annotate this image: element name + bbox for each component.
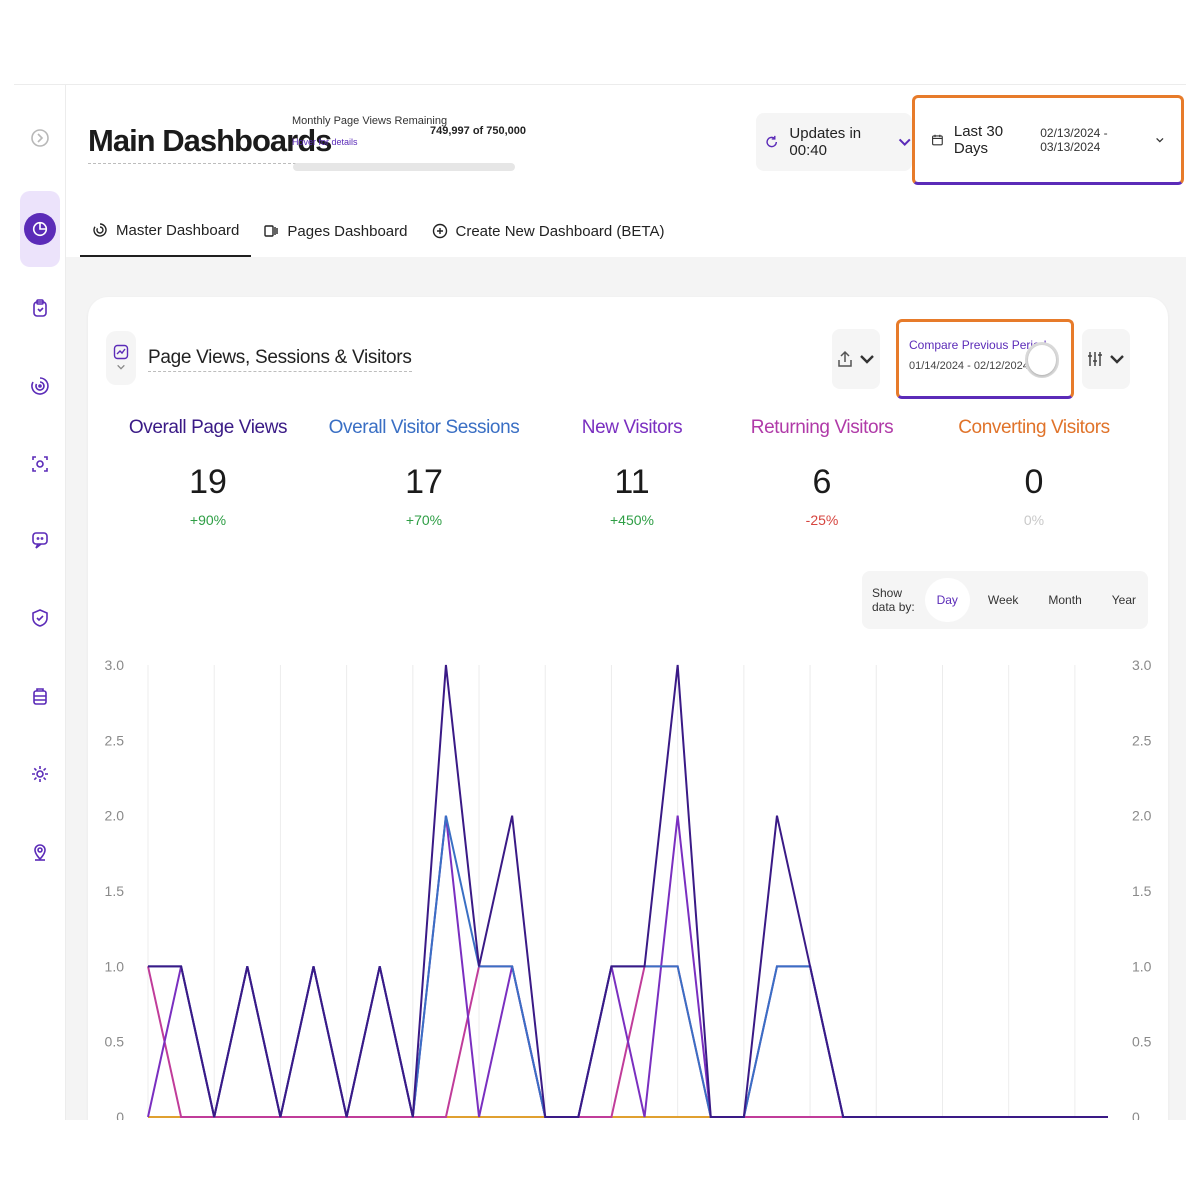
chevron-down-icon [860, 355, 874, 364]
updates-label: Updates in 00:40 [789, 125, 862, 159]
widget-title: Page Views, Sessions & Visitors [148, 347, 412, 372]
page-title: Main Dashboards [88, 123, 332, 164]
export-button[interactable] [832, 329, 880, 389]
dashboard-content: Page Views, Sessions & Visitors Compare … [66, 257, 1186, 1120]
widget-type-selector[interactable] [106, 331, 136, 385]
sidebar [14, 85, 66, 1120]
pages-icon [264, 225, 279, 237]
date-range-picker[interactable]: Last 30 Days 02/13/2024 - 03/13/2024 [912, 95, 1184, 185]
y-tick-label-left: 2.0 [105, 808, 125, 824]
period-year-button[interactable]: Year [1111, 593, 1136, 607]
share-icon [838, 350, 852, 367]
compare-toggle[interactable] [1025, 342, 1059, 378]
metric-visitor-sessions: Overall Visitor Sessions 17 +70% [324, 417, 524, 528]
chevron-down-icon [898, 138, 911, 147]
metric-change: +70% [405, 512, 443, 528]
line-chart: 3.0 3.0 2.5 2.5 2.0 2.0 1.5 1.5 1.0 1.0 0.5 0.5 0 0 [105, 657, 1152, 1120]
gear-icon[interactable] [21, 755, 59, 793]
y-tick-label-right: 2.0 [1132, 808, 1152, 824]
calendar-icon [932, 134, 943, 146]
quota-progress-bar [293, 163, 515, 171]
compare-label: Compare Previous Period [909, 338, 1047, 352]
y-tick-label-right: 3.0 [1132, 657, 1152, 673]
tab-pages-dashboard[interactable]: Pages Dashboard [251, 205, 419, 257]
date-range-label: Last 30 Days [953, 123, 1004, 157]
period-month-button[interactable]: Month [1048, 593, 1082, 607]
y-tick-label-right: 0 [1132, 1109, 1140, 1120]
tab-label: Create New Dashboard (BETA) [455, 222, 665, 240]
metric-change: 0% [1023, 512, 1045, 528]
tab-create-dashboard[interactable]: Create New Dashboard (BETA) [420, 205, 677, 257]
chevron-down-icon [1156, 137, 1164, 143]
metric-new-visitors: New Visitors 11 +450% [532, 417, 732, 528]
location-icon[interactable] [21, 833, 59, 871]
line-chart-icon [113, 344, 129, 360]
metric-change: -25% [805, 512, 839, 528]
y-tick-label-right: 2.5 [1132, 732, 1152, 748]
plus-circle-icon [432, 223, 447, 239]
y-tick-label-left: 1.0 [105, 958, 125, 974]
y-tick-label-right: 0.5 [1132, 1034, 1152, 1050]
feedback-icon[interactable] [21, 521, 59, 559]
metric-returning-visitors: Returning Visitors 6 -25% [722, 417, 922, 528]
metric-value: 11 [614, 463, 650, 501]
metric-change: +450% [610, 512, 654, 528]
recording-icon[interactable] [21, 445, 59, 483]
y-tick-label-left: 3.0 [105, 657, 125, 673]
quota-value: 749,997 of 750,000 [430, 125, 527, 137]
metric-change: +90% [189, 512, 227, 528]
y-tick-label-left: 0 [116, 1109, 124, 1120]
y-tick-label-left: 0.5 [105, 1034, 125, 1050]
y-tick-label-right: 1.5 [1132, 883, 1152, 899]
period-day-button[interactable]: Day [924, 578, 970, 622]
chevron-down-icon [1110, 355, 1124, 364]
refresh-icon [766, 135, 778, 148]
metric-value: 0 [1024, 463, 1044, 501]
metric-page-views: Overall Page Views 19 +90% [108, 417, 308, 528]
show-data-by: Show data by: Day Week Month Year [862, 571, 1148, 629]
shield-icon[interactable] [21, 599, 59, 637]
sliders-icon [1088, 352, 1102, 366]
metric-label: Converting Visitors [958, 417, 1110, 438]
period-week-button[interactable]: Week [987, 593, 1019, 607]
series-line-overall-page-views [148, 664, 1108, 1118]
metric-label: New Visitors [581, 417, 683, 438]
metric-converting-visitors: Converting Visitors 0 0% [934, 417, 1134, 528]
date-range-dates: 02/13/2024 - 03/13/2024 [1040, 126, 1108, 154]
app-frame: Main Dashboards Monthly Page Views Remai… [14, 84, 1186, 1120]
toggle-knob [1028, 345, 1056, 375]
gauge-icon [93, 223, 107, 237]
y-tick-label-left: 2.5 [105, 732, 125, 748]
metric-label: Returning Visitors [750, 417, 894, 438]
home-icon[interactable] [21, 119, 59, 157]
tab-label: Pages Dashboard [287, 222, 408, 240]
chevron-down-icon [117, 364, 125, 370]
sidebar-item-dashboard[interactable] [20, 191, 60, 267]
metric-value: 6 [812, 463, 832, 501]
dashboard-tabs: Master Dashboard Pages Dashboard Create … [80, 205, 676, 257]
main-area: Main Dashboards Monthly Page Views Remai… [66, 85, 1186, 1120]
compare-range: 01/14/2024 - 02/12/2024 [909, 360, 1029, 372]
metric-label: Overall Visitor Sessions [328, 417, 520, 438]
metric-value: 19 [189, 463, 227, 501]
y-tick-label-right: 1.0 [1132, 958, 1152, 974]
quota-label: Monthly Page Views Remaining [292, 115, 448, 127]
quota-hover-link[interactable]: Hover for details [292, 137, 358, 147]
tab-label: Master Dashboard [116, 221, 240, 239]
y-tick-label-left: 1.5 [105, 883, 125, 899]
briefcase-icon[interactable] [21, 677, 59, 715]
tab-master-dashboard[interactable]: Master Dashboard [80, 205, 252, 257]
show-data-by-label: Show data by: [872, 586, 915, 614]
heatmap-icon[interactable] [21, 367, 59, 405]
chart-settings-button[interactable] [1082, 329, 1130, 389]
metric-label: Overall Page Views [128, 417, 288, 438]
page-views-widget: Page Views, Sessions & Visitors Compare … [88, 297, 1168, 1120]
compare-previous-period[interactable]: Compare Previous Period 01/14/2024 - 02/… [896, 319, 1074, 399]
metric-value: 17 [405, 463, 443, 501]
updates-button[interactable]: Updates in 00:40 [756, 113, 912, 171]
dashboard-icon [24, 213, 56, 245]
clipboard-icon[interactable] [21, 289, 59, 327]
